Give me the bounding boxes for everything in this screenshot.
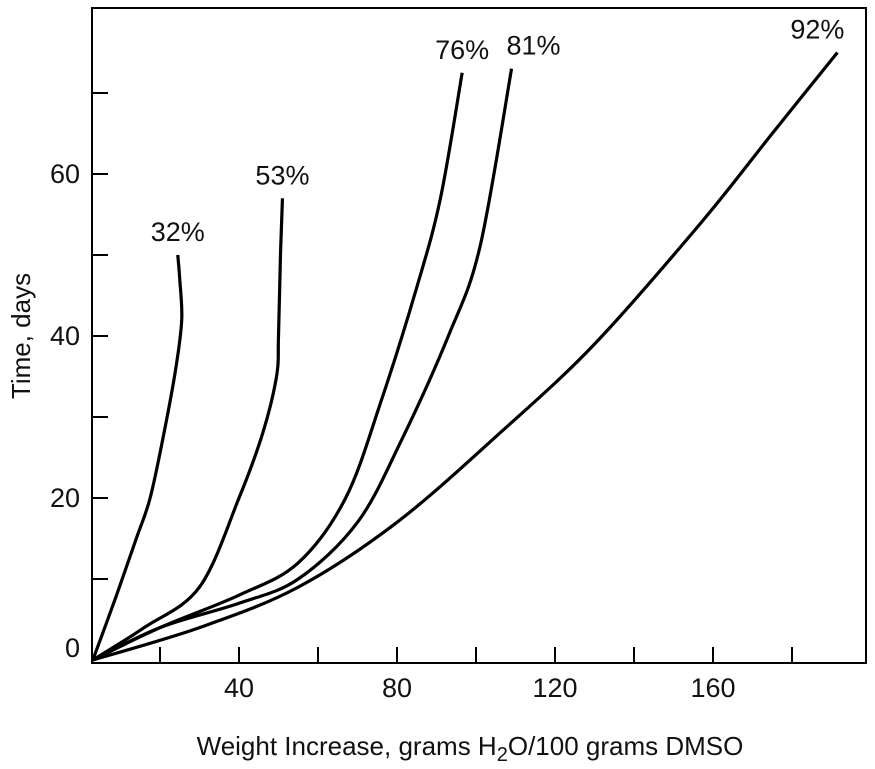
series-line-32pct bbox=[91, 254, 184, 661]
y-tick-label: 20 bbox=[50, 483, 80, 513]
y-tick-label: 40 bbox=[50, 321, 80, 351]
y-tick-label: 0 bbox=[65, 633, 80, 663]
x-tick-label: 40 bbox=[224, 673, 254, 703]
series-line-81pct bbox=[92, 68, 514, 662]
y-tick-label: 60 bbox=[50, 159, 80, 189]
y-axis-label: Time, days bbox=[6, 273, 36, 399]
plot-frame bbox=[91, 7, 867, 664]
series-label: 32% bbox=[151, 217, 205, 247]
x-tick-label: 120 bbox=[532, 673, 577, 703]
x-tick-label: 160 bbox=[690, 673, 735, 703]
series-label: 76% bbox=[435, 35, 489, 65]
x-axis-label: Weight Increase, grams H2O/100 grams DMS… bbox=[197, 731, 744, 766]
series-label: 92% bbox=[790, 15, 844, 45]
series-label: 53% bbox=[255, 160, 309, 190]
series-line-76pct bbox=[92, 72, 464, 662]
series-line-92pct bbox=[92, 51, 839, 662]
series-label: 81% bbox=[507, 31, 561, 61]
series-line-53pct bbox=[91, 198, 285, 662]
x-tick-label: 80 bbox=[382, 673, 412, 703]
